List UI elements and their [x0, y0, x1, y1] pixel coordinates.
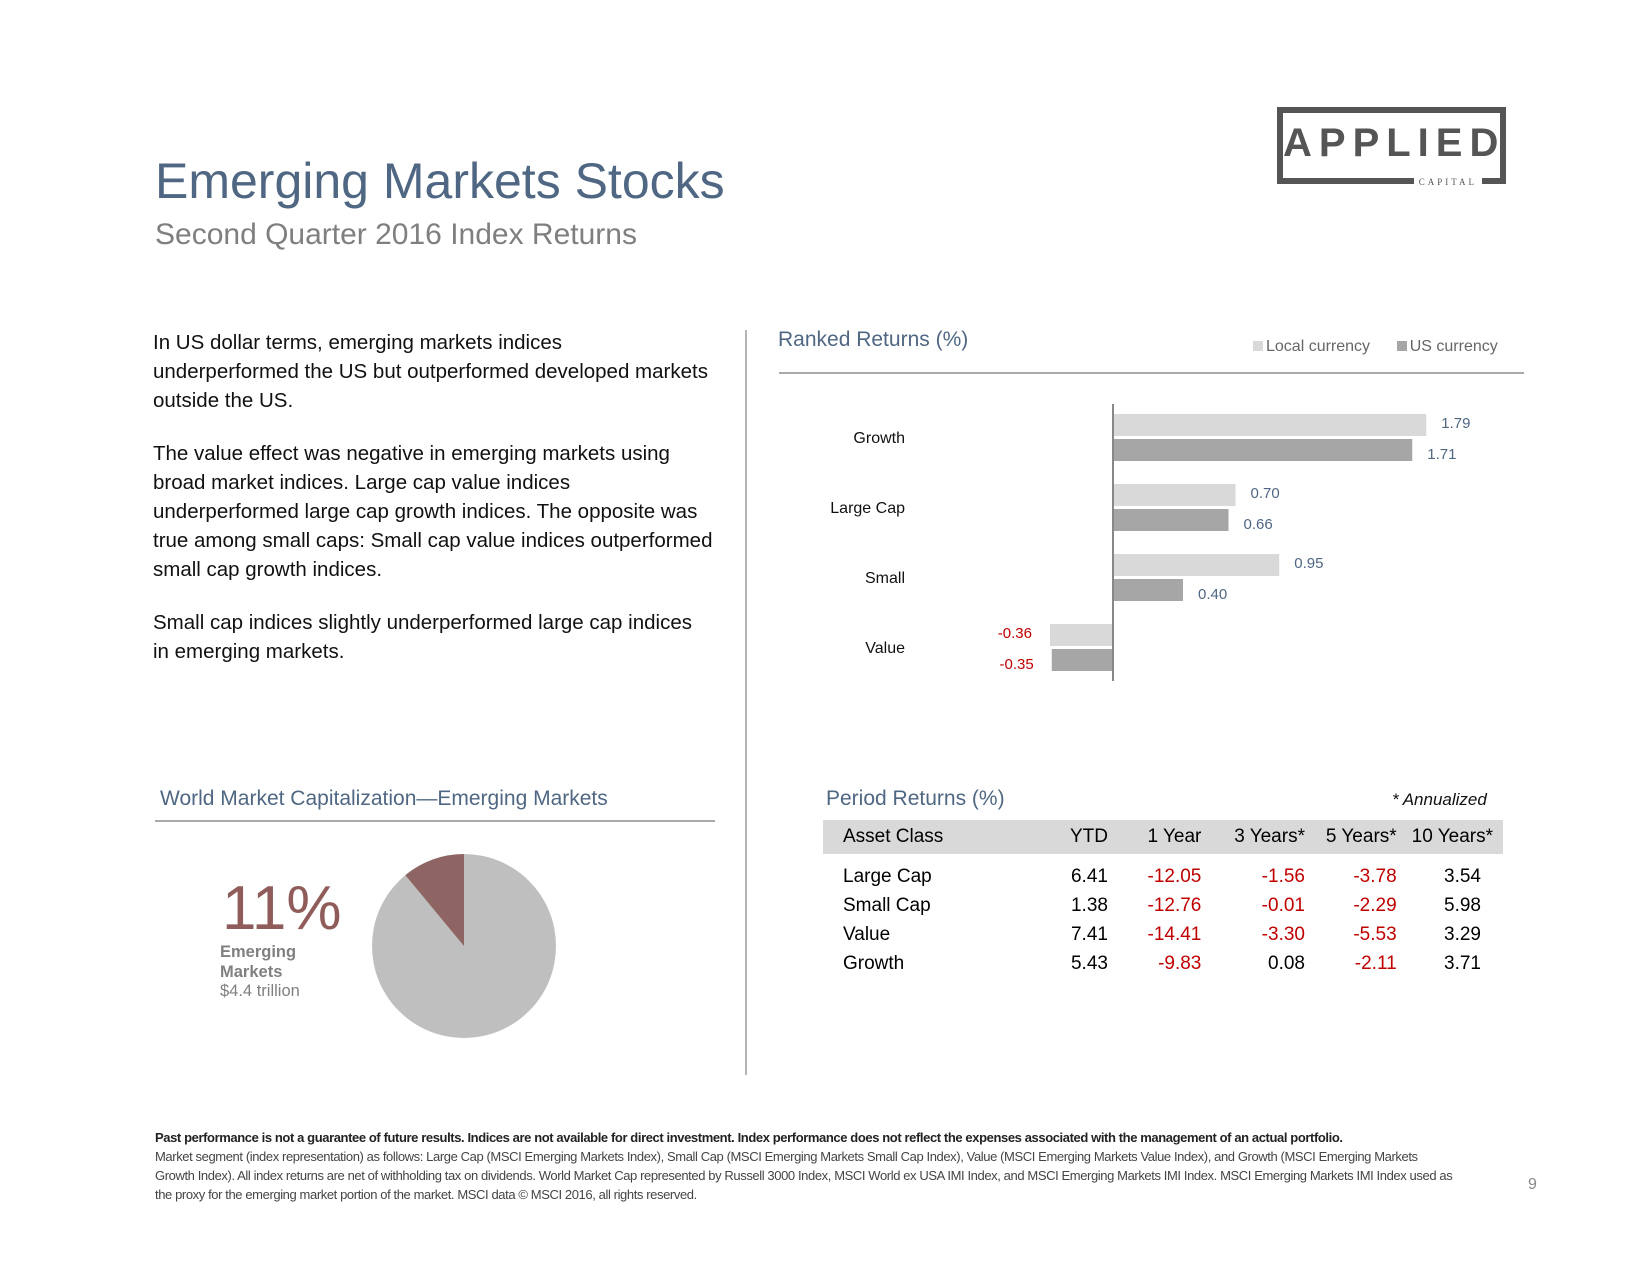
return-cell: -2.29: [1353, 894, 1397, 916]
return-cell: -5.53: [1353, 923, 1397, 945]
footer-bold-text: Past performance is not a guarantee of f…: [155, 1130, 1343, 1145]
return-cell: -2.11: [1354, 952, 1397, 974]
asset-class-cell: Value: [843, 923, 891, 945]
footer-text: Market segment (index representation) as…: [155, 1149, 1453, 1202]
return-cell: 3.54: [1444, 865, 1481, 887]
table-row: Large Cap 6.41 -12.05 -1.56 -3.78 3.54: [823, 854, 1503, 891]
logo-word: APPLIED: [1283, 121, 1506, 165]
ranked-returns-title: Ranked Returns (%): [778, 328, 969, 351]
page-subtitle: Second Quarter 2016 Index Returns: [155, 218, 637, 251]
column-header: Asset Class: [823, 820, 1023, 854]
period-returns-table: Asset Class YTD 1 Year 3 Years* 5 Years*…: [823, 820, 1503, 978]
world-market-cap-rule: [155, 820, 715, 822]
pie-emerging-slice: [405, 854, 464, 946]
bar: [1050, 624, 1113, 646]
legend-label-local: Local currency: [1266, 338, 1371, 355]
bar: [1113, 579, 1183, 601]
return-cell: 0.08: [1268, 952, 1305, 974]
emerging-markets-label: Emerging Markets: [220, 943, 297, 981]
return-cell: -1.56: [1261, 865, 1305, 887]
return-cell: 5.98: [1444, 894, 1481, 916]
category-label: Growth: [853, 430, 905, 447]
legend-label-us: US currency: [1409, 338, 1498, 355]
period-returns-title: Period Returns (%): [826, 787, 1005, 810]
asset-class-cell: Small Cap: [843, 894, 931, 916]
bar: [1113, 484, 1236, 506]
market-cap-pie: [372, 854, 556, 1038]
return-cell: 5.43: [1070, 952, 1108, 974]
asset-class-cell: Large Cap: [843, 865, 932, 887]
data-label: 1.79: [1441, 415, 1470, 432]
emerging-markets-percent: 11%: [222, 874, 342, 943]
table-row: Small Cap 1.38 -12.76 -0.01 -2.29 5.98: [823, 891, 1503, 920]
emerging-markets-value: $4.4 trillion: [220, 982, 300, 1000]
legend-swatch-us: [1396, 341, 1407, 351]
bar: [1113, 439, 1413, 461]
annualized-note: * Annualized: [1392, 790, 1487, 809]
table-row: Growth 5.43 -9.83 0.08 -2.11 3.71: [823, 949, 1503, 978]
return-cell: -3.78: [1353, 865, 1397, 887]
bar: [1113, 414, 1427, 436]
company-logo: APPLIED CAPITAL: [1277, 107, 1506, 187]
asset-class-cell: Growth: [843, 952, 905, 974]
column-header: 3 Years*: [1201, 820, 1305, 854]
column-header: 1 Year: [1107, 820, 1202, 854]
commentary: In US dollar terms, emerging markets ind…: [153, 328, 713, 690]
data-label: 0.66: [1244, 516, 1273, 533]
commentary-paragraph: In US dollar terms, emerging markets ind…: [153, 331, 708, 412]
return-cell: -0.01: [1261, 894, 1305, 916]
bar: [1113, 509, 1229, 531]
page-number: 9: [1528, 1176, 1537, 1193]
page-title: Emerging Markets Stocks: [155, 153, 725, 209]
column-header: YTD: [1022, 820, 1108, 854]
logo-sub: CAPITAL: [1413, 177, 1482, 187]
bar: [1113, 554, 1280, 576]
return-cell: -9.83: [1158, 952, 1202, 974]
commentary-paragraph: Small cap indices slightly underperforme…: [153, 611, 692, 663]
category-label: Large Cap: [830, 500, 905, 517]
ranked-rule: [779, 372, 1524, 374]
return-cell: 6.41: [1070, 865, 1108, 887]
data-label: 1.71: [1427, 446, 1456, 463]
column-header: 5 Years*: [1304, 820, 1397, 854]
bar: [1051, 649, 1113, 671]
commentary-paragraph: The value effect was negative in emergin…: [153, 442, 713, 581]
footer-disclaimer: Past performance is not a guarantee of f…: [155, 1128, 1455, 1204]
table-header-row: Asset Class YTD 1 Year 3 Years* 5 Years*…: [823, 820, 1503, 854]
table-row: Value 7.41 -14.41 -3.30 -5.53 3.29: [823, 920, 1503, 949]
data-label: 0.40: [1198, 586, 1227, 603]
vertical-divider: [745, 330, 747, 1075]
column-header: 10 Years*: [1396, 820, 1503, 854]
return-cell: -12.05: [1147, 865, 1202, 887]
return-cell: -14.41: [1147, 923, 1202, 945]
data-label: -0.35: [1000, 656, 1034, 673]
return-cell: 1.38: [1070, 894, 1108, 916]
return-cell: 3.71: [1444, 952, 1481, 974]
category-label: Small: [865, 570, 905, 587]
return-cell: -3.30: [1261, 923, 1305, 945]
return-cell: 3.29: [1444, 923, 1481, 945]
data-label: -0.36: [998, 625, 1032, 642]
legend-swatch-local: [1253, 341, 1263, 351]
return-cell: -12.76: [1147, 894, 1202, 916]
world-market-cap-title: World Market Capitalization—Emerging Mar…: [160, 787, 608, 810]
data-label: 0.70: [1251, 485, 1280, 502]
ranked-returns-chart: Growth 1.79 1.71 Large Cap 0.70 0.66 Small 0.95…: [830, 404, 1470, 681]
data-label: 0.95: [1294, 555, 1323, 572]
return-cell: 7.41: [1070, 923, 1108, 945]
category-label: Value: [865, 640, 905, 657]
chart-legend: Local currency US currency: [1253, 338, 1498, 356]
